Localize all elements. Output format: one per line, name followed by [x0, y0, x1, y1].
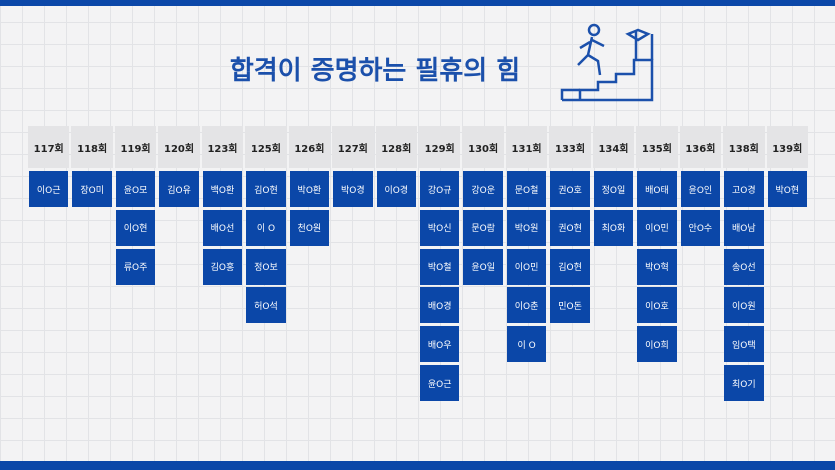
name-box: 김O현 — [246, 171, 286, 207]
name-box: 강O규 — [420, 171, 460, 207]
round-header: 134회 — [592, 126, 635, 168]
round-header: 125회 — [245, 126, 287, 168]
name-box: 문O람 — [463, 209, 503, 246]
name-box: 권O현 — [550, 209, 590, 246]
title: 합격이 증명하는 필휴의 힘 — [229, 56, 521, 86]
name-box: 이O민 — [506, 248, 547, 285]
name-box: 정O보 — [246, 248, 286, 285]
top-bar — [0, 0, 835, 6]
round-header: 133회 — [549, 126, 591, 168]
name-box: 고O경 — [724, 171, 764, 207]
name-box: 송O선 — [724, 248, 764, 285]
name-box: 이 O — [246, 209, 286, 246]
name-box: 배O우 — [420, 326, 460, 363]
round-header: 136회 — [679, 126, 722, 168]
name-box: 이O호 — [637, 287, 677, 324]
name-box: 문O철 — [506, 171, 547, 207]
name-box: 윤O근 — [420, 365, 460, 401]
name-box: 이O춘 — [506, 287, 547, 324]
name-box: 박O철 — [420, 248, 460, 285]
name-box: 임O택 — [724, 326, 764, 363]
name-box: 박O신 — [420, 209, 460, 246]
round-header: 120회 — [158, 126, 200, 168]
name-box: 권O호 — [550, 171, 590, 207]
name-box: 정O일 — [593, 171, 634, 207]
name-box: 강O운 — [463, 171, 503, 207]
round-header: 135회 — [636, 126, 678, 168]
name-box: 김O홍 — [202, 248, 243, 285]
round-header: 131회 — [505, 126, 548, 168]
round-header: 117회 — [28, 126, 70, 168]
name-box: 백O환 — [202, 171, 243, 207]
name-box: 윤O일 — [463, 248, 503, 285]
name-box: 이O경 — [376, 171, 416, 207]
name-box: 천O원 — [289, 209, 330, 246]
name-box: 이O원 — [724, 287, 764, 324]
round-header: 139회 — [766, 126, 808, 168]
name-box: 이O희 — [637, 326, 677, 363]
round-header: 118회 — [71, 126, 113, 168]
name-box: 배O선 — [202, 209, 243, 246]
name-box: 배O경 — [420, 287, 460, 324]
name-box: 박O현 — [767, 171, 807, 207]
name-box: 허O석 — [246, 287, 286, 324]
name-box: 김O유 — [159, 171, 199, 207]
name-box: 민O돈 — [550, 287, 590, 324]
round-header: 126회 — [288, 126, 331, 168]
name-box: 배O남 — [724, 209, 764, 246]
round-header: 129회 — [419, 126, 461, 168]
round-header: 128회 — [375, 126, 417, 168]
round-header: 123회 — [201, 126, 244, 168]
name-box: 박O혁 — [637, 248, 677, 285]
name-box: 장O미 — [72, 171, 112, 207]
name-box: 윤O모 — [115, 171, 156, 207]
bottom-bar — [0, 461, 835, 470]
round-header: 138회 — [723, 126, 765, 168]
name-box: 이O근 — [29, 171, 69, 207]
name-box: 박O환 — [289, 171, 330, 207]
name-box: 이O민 — [637, 209, 677, 246]
round-header: 127회 — [332, 126, 374, 168]
round-header: 130회 — [462, 126, 504, 168]
name-box: 박O경 — [333, 171, 373, 207]
round-header: 119회 — [114, 126, 157, 168]
name-box: 배O태 — [637, 171, 677, 207]
icon — [560, 23, 654, 102]
name-box: 류O주 — [115, 248, 156, 285]
name-box: 이O현 — [115, 209, 156, 246]
name-box: 이 O — [506, 326, 547, 363]
name-box: 박O원 — [506, 209, 547, 246]
name-box: 김O현 — [550, 248, 590, 285]
name-box: 윤O인 — [680, 171, 721, 207]
name-box: 안O수 — [680, 209, 721, 246]
name-box: 최O화 — [593, 209, 634, 246]
name-box: 최O기 — [724, 365, 764, 401]
